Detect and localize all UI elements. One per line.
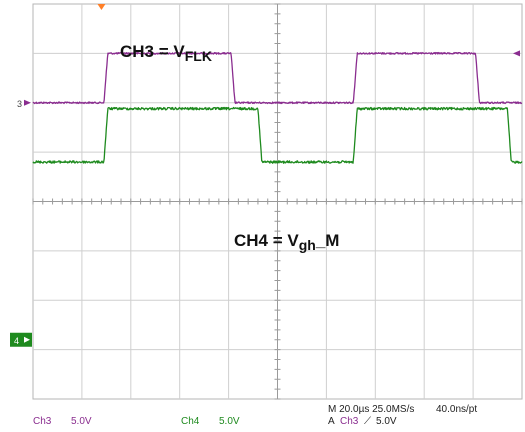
ch4-scale-label: Ch4 [181, 416, 200, 427]
ch3-ground-arrow-icon [24, 99, 31, 106]
ch3-annotation: CH3 = VFLK [120, 42, 212, 64]
channel-markers: 34 [10, 4, 520, 347]
trigger-prefix: A [328, 416, 335, 427]
trigger-slope-icon: ⟋ [364, 416, 371, 427]
ch4-ground-marker: 4 [14, 336, 19, 346]
ch4-annotation: CH4 = Vgh_M [234, 231, 339, 253]
ch4-scale-value: 5.0V [219, 416, 240, 427]
ch3-ground-marker[interactable]: 3 [17, 99, 22, 109]
ch4-annotation-suffix: _M [315, 231, 340, 250]
trigger-level: 5.0V [376, 416, 397, 427]
ch4-ground-marker-box[interactable] [10, 332, 32, 347]
timebase-readout: M 20.0µs 25.0MS/s [328, 404, 415, 415]
ch3-scale-label: Ch3 [33, 416, 52, 427]
trigger-position-icon[interactable] [97, 4, 106, 10]
ch3-annotation-sub: FLK [185, 48, 212, 64]
traces [32, 51, 523, 164]
ch3-trace [32, 51, 523, 105]
ch4-ground-arrow-icon [24, 336, 30, 343]
graticule [32, 3, 523, 400]
ch4-annotation-sub: gh [299, 237, 316, 253]
ch4-annotation-main: CH4 = V [234, 231, 299, 250]
resolution-readout: 40.0ns/pt [436, 404, 478, 415]
trigger-level-arrow-icon[interactable] [513, 50, 520, 57]
trigger-channel: Ch3 [340, 416, 359, 427]
ch3-scale-value: 5.0V [71, 416, 92, 427]
ch3-annotation-main: CH3 = V [120, 42, 185, 61]
ch4-trace [32, 106, 523, 164]
